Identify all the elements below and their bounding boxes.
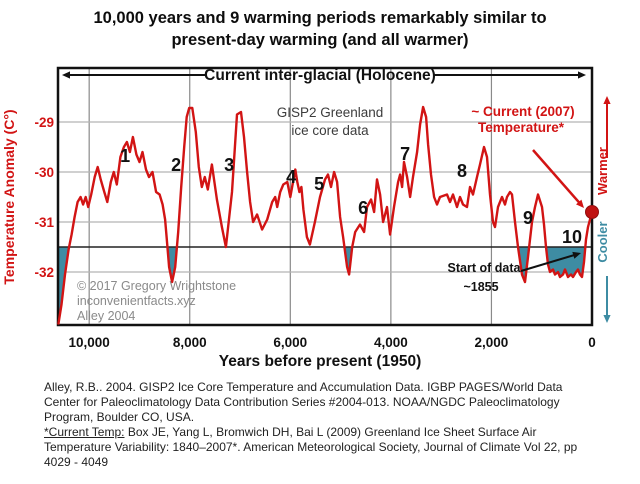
start-of-data-label-line2: ~1855 — [463, 280, 498, 294]
citation-alley: Alley, R.B.. 2004. GISP2 Ice Core Temper… — [44, 380, 563, 424]
copyright-line3: Alley 2004 — [77, 309, 135, 323]
start-of-data-arrow — [520, 253, 577, 272]
y-axis-title: Temperature Anomaly (C°) — [1, 109, 17, 284]
period-label-7: 7 — [400, 144, 410, 164]
warmer-arrow-head — [603, 96, 611, 104]
chart-canvas: -29 -30 -31 -32 10,000 8,000 6,000 4,000 2,000 0 Y… — [1, 66, 611, 370]
chart-title: 10,000 years and 9 warming periods remar… — [93, 9, 547, 49]
copyright-line1: © 2017 Gregory Wrightstone — [77, 279, 236, 293]
y-tick-label: -32 — [34, 265, 54, 280]
period-label-8: 8 — [457, 161, 467, 181]
start-of-data-label-line1: Start of data — [448, 261, 522, 275]
current-temp-dot — [585, 205, 599, 219]
x-tick-label: 6,000 — [273, 335, 307, 350]
period-label-3: 3 — [224, 155, 234, 175]
temperature-line — [57, 105, 594, 325]
x-tick-label: 8,000 — [173, 335, 207, 350]
x-tick-label: 2,000 — [475, 335, 509, 350]
y-tick-label: -30 — [34, 165, 54, 180]
period-label-4: 4 — [286, 167, 296, 187]
period-label-5: 5 — [314, 174, 324, 194]
period-label-9: 9 — [523, 208, 533, 228]
current-temp-label-line1: ~ Current (2007) — [471, 104, 574, 119]
y-tick-label: -31 — [34, 215, 54, 230]
start-of-data-arrow-head — [572, 251, 581, 259]
x-tick-label: 0 — [588, 335, 596, 350]
cooler-arrow-head — [603, 315, 611, 323]
current-temp-label-line2: Temperature* — [478, 120, 565, 135]
period-label-6: 6 — [358, 198, 368, 218]
gisp2-label-line2: ice core data — [291, 123, 369, 138]
citation-current-temp-rest: Box JE, Yang L, Bromwich DH, Bai L (2009… — [44, 425, 578, 469]
holocene-arrow-right-head — [578, 71, 586, 79]
cooler-label: Cooler — [595, 221, 610, 262]
citation-current-temp: *Current Temp: Box JE, Yang L, Bromwich … — [44, 425, 622, 470]
x-tick-label: 10,000 — [69, 335, 110, 350]
gisp2-label-line1: GISP2 Greenland — [277, 105, 384, 120]
period-label-2: 2 — [171, 155, 181, 175]
citation-current-temp-prefix: *Current Temp: — [44, 425, 125, 439]
current-temp-arrow-head — [576, 199, 584, 208]
period-label-10: 10 — [562, 227, 582, 247]
period-label-1: 1 — [120, 146, 130, 166]
copyright-line2: inconvenientfacts.xyz — [77, 294, 196, 308]
holocene-arrow-left-head — [62, 71, 70, 79]
y-tick-label: -29 — [34, 115, 54, 130]
current-temp-arrow — [532, 149, 582, 206]
holocene-span-label: Current inter-glacial (Holocene) — [204, 67, 436, 84]
x-axis-title: Years before present (1950) — [219, 353, 421, 370]
warmer-label: Warmer — [595, 147, 610, 195]
plot-border — [56, 66, 594, 327]
x-tick-label: 4,000 — [374, 335, 408, 350]
